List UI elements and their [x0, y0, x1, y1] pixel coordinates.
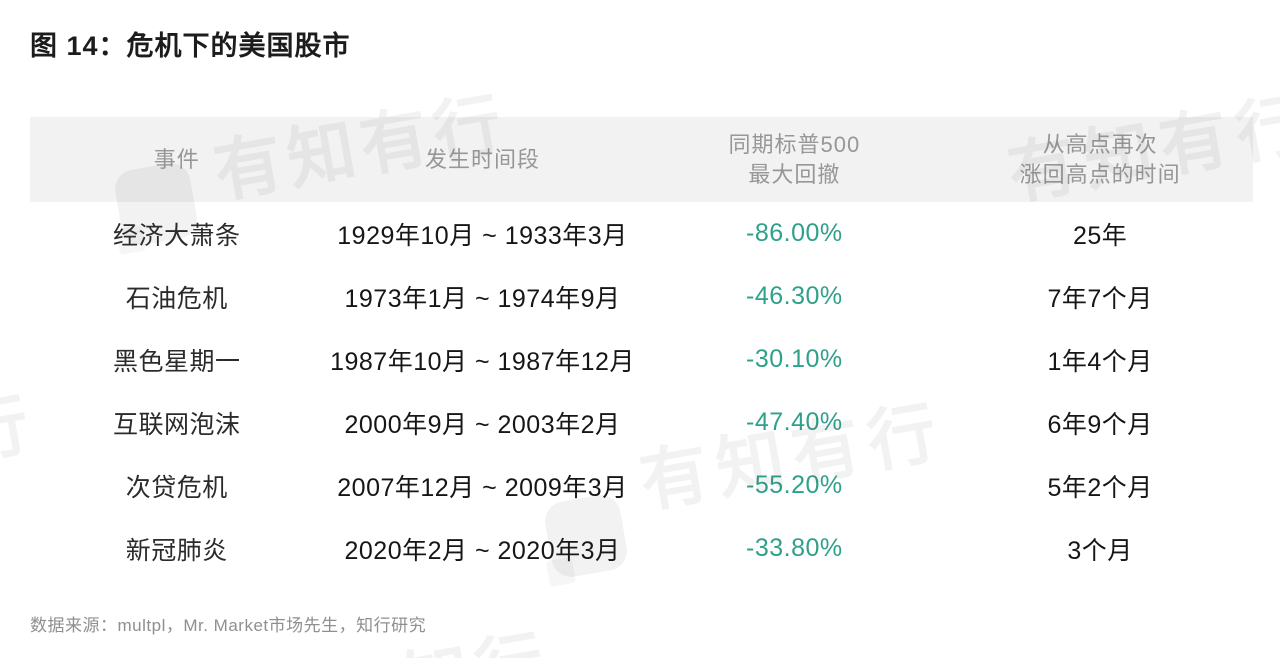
table-row: 石油危机 1973年1月 ~ 1974年9月 -46.30% 7年7个月 — [30, 265, 1253, 328]
table-header-row: 事件 发生时间段 同期标普500 最大回撤 从高点再次 涨回高点的时间 — [30, 117, 1253, 202]
data-source-note: 数据来源：multpl，Mr. Market市场先生，知行研究 — [30, 616, 427, 635]
cell-period: 2020年2月 ~ 2020年3月 — [344, 536, 621, 565]
cell-event: 新冠肺炎 — [125, 536, 228, 565]
cell-period: 2000年9月 ~ 2003年2月 — [344, 410, 621, 439]
cell-event: 互联网泡沫 — [113, 410, 241, 439]
cell-drawdown: -33.80% — [746, 534, 843, 562]
cell-period: 1973年1月 ~ 1974年9月 — [344, 284, 621, 313]
table-row: 经济大萧条 1929年10月 ~ 1933年3月 -86.00% 25年 — [30, 202, 1253, 265]
col-header-period: 发生时间段 — [323, 117, 642, 202]
table-row: 互联网泡沫 2000年9月 ~ 2003年2月 -47.40% 6年9个月 — [30, 391, 1253, 454]
cell-drawdown: -30.10% — [746, 345, 843, 373]
col-header-event: 事件 — [30, 117, 324, 202]
table-body: 经济大萧条 1929年10月 ~ 1933年3月 -86.00% 25年 石油危… — [30, 202, 1253, 580]
cell-drawdown: -47.40% — [746, 408, 843, 436]
cell-period: 1987年10月 ~ 1987年12月 — [330, 347, 635, 376]
cell-event: 黑色星期一 — [113, 347, 241, 376]
crisis-table: 事件 发生时间段 同期标普500 最大回撤 从高点再次 涨回高点的时间 经济大萧… — [30, 117, 1253, 580]
cell-period: 2007年12月 ~ 2009年3月 — [337, 473, 628, 502]
figure-title: 图 14：危机下的美国股市 — [30, 31, 351, 61]
cell-event: 次贷危机 — [125, 473, 228, 502]
col-header-recovery: 从高点再次 涨回高点的时间 — [947, 117, 1253, 202]
col-header-drawdown: 同期标普500 最大回撤 — [641, 117, 948, 202]
cell-recovery: 3个月 — [1067, 536, 1133, 565]
table-row: 次贷危机 2007年12月 ~ 2009年3月 -55.20% 5年2个月 — [30, 454, 1253, 517]
cell-period: 1929年10月 ~ 1933年3月 — [337, 221, 628, 250]
cell-recovery: 1年4个月 — [1047, 347, 1153, 376]
table-row: 新冠肺炎 2020年2月 ~ 2020年3月 -33.80% 3个月 — [30, 517, 1253, 580]
cell-drawdown: -55.20% — [746, 471, 843, 499]
cell-recovery: 25年 — [1072, 221, 1128, 250]
cell-drawdown: -46.30% — [746, 282, 843, 310]
cell-recovery: 5年2个月 — [1047, 473, 1153, 502]
cell-recovery: 6年9个月 — [1047, 410, 1153, 439]
cell-drawdown: -86.00% — [746, 219, 843, 247]
cell-recovery: 7年7个月 — [1047, 284, 1153, 313]
cell-event: 石油危机 — [125, 284, 228, 313]
cell-event: 经济大萧条 — [113, 221, 241, 250]
table-row: 黑色星期一 1987年10月 ~ 1987年12月 -30.10% 1年4个月 — [30, 328, 1253, 391]
